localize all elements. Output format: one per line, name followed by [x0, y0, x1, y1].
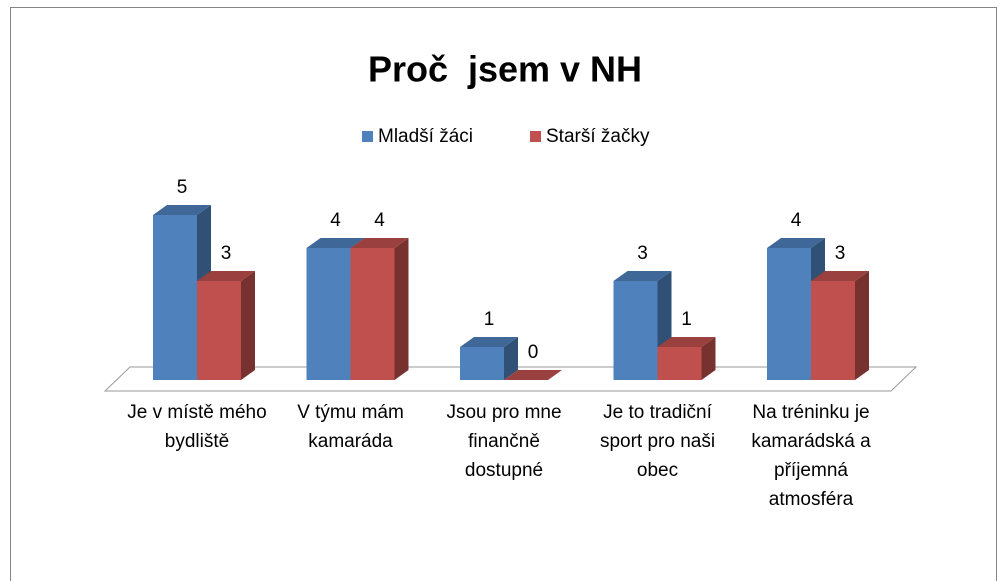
value-label: 4	[374, 210, 385, 231]
x-tick-label: Je v místě mého bydliště	[127, 402, 267, 452]
bar-side	[701, 337, 716, 380]
value-label: 4	[330, 210, 341, 231]
bar	[657, 337, 716, 380]
bar-top	[306, 238, 365, 248]
bar-top	[767, 238, 825, 248]
legend-swatch	[530, 131, 541, 142]
bar	[350, 238, 409, 380]
bar-top	[460, 337, 518, 347]
legend-label: Mladší žáci	[378, 126, 473, 147]
bar	[811, 271, 869, 380]
bar-top	[350, 238, 409, 248]
bar-side	[394, 238, 409, 380]
x-tick-label: Je to tradiční sport pro naši obec	[599, 402, 716, 481]
bar-front	[306, 248, 351, 380]
bar-top	[811, 271, 869, 281]
value-label: 0	[528, 342, 539, 363]
bar-front	[460, 347, 504, 380]
bar-top	[657, 337, 716, 347]
bar-front	[767, 248, 811, 380]
bar-front	[350, 248, 395, 380]
bar	[306, 238, 365, 380]
value-label: 3	[835, 243, 846, 264]
bar-top	[613, 271, 672, 281]
bar	[460, 337, 518, 380]
x-tick-label: Na tréninku je kamarádská a příjemná atm…	[751, 402, 871, 510]
bar-front	[811, 281, 855, 380]
bar-side	[855, 271, 869, 380]
chart-title: Proč jsem v NH	[368, 49, 642, 90]
legend-swatch	[362, 131, 373, 142]
x-tick-label: Jsou pro mne finančně dostupné	[446, 402, 562, 481]
bar-front	[657, 347, 702, 380]
bar-side	[241, 271, 255, 380]
value-label: 4	[791, 210, 802, 231]
bar-side	[504, 337, 518, 380]
value-label: 1	[681, 309, 692, 330]
value-label: 3	[221, 243, 232, 264]
bar-top	[504, 370, 562, 380]
x-tick-label: V týmu mám kamaráda	[297, 402, 404, 452]
bar	[504, 370, 562, 380]
legend-label: Starší žačky	[546, 126, 650, 147]
bar-top	[197, 271, 255, 281]
bar-top	[153, 205, 211, 215]
bar	[197, 271, 255, 380]
value-label: 3	[637, 243, 648, 264]
bar-front	[613, 281, 658, 380]
bar-front	[197, 281, 241, 380]
value-label: 5	[177, 177, 188, 198]
value-label: 1	[484, 309, 495, 330]
bar-front	[153, 215, 197, 380]
